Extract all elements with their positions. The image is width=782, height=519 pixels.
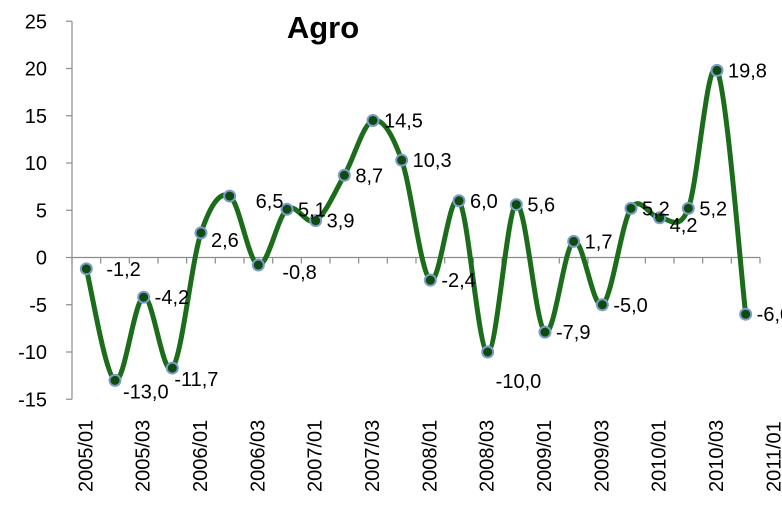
x-tick-label: 2005/03	[133, 420, 155, 492]
data-point	[595, 298, 609, 312]
data-point	[681, 201, 695, 215]
y-tick-label: -5	[29, 295, 47, 317]
data-label: 6,5	[256, 191, 284, 213]
data-label: -0,8	[282, 262, 316, 284]
data-label: -11,7	[174, 369, 218, 391]
y-tick-label: 25	[25, 11, 47, 33]
x-tick-label: 2009/01	[534, 420, 556, 492]
data-point	[366, 113, 380, 127]
data-point	[509, 198, 523, 212]
x-tick-label: 2005/01	[75, 420, 97, 492]
data-label: 8,7	[355, 165, 383, 187]
x-tick-label: 2010/01	[649, 420, 671, 492]
data-label: 14,5	[384, 110, 423, 132]
data-label: 19,8	[728, 60, 767, 82]
data-label: 6,0	[470, 191, 498, 213]
x-tick-label: 2011/01	[763, 421, 782, 492]
x-tick-label: 2007/03	[362, 420, 384, 492]
data-point	[137, 290, 151, 304]
data-point	[395, 153, 409, 167]
data-label: -2,4	[441, 270, 475, 292]
data-label: 5,2	[642, 198, 670, 220]
data-point	[108, 373, 122, 387]
data-label: 2,6	[211, 230, 239, 252]
data-point	[481, 345, 495, 359]
x-tick-label: 2010/03	[706, 420, 728, 492]
x-tick-label: 2009/03	[591, 420, 613, 492]
data-label: 4,2	[670, 215, 698, 237]
y-tick-label: 5	[36, 200, 47, 222]
x-tick-label: 2006/01	[190, 420, 212, 492]
y-tick-label: 10	[25, 153, 47, 175]
y-tick-label: -10	[18, 342, 47, 364]
series-layer	[79, 63, 753, 387]
data-point	[337, 168, 351, 182]
chart-title: Agro	[287, 10, 359, 45]
data-point	[423, 273, 437, 287]
data-point	[538, 325, 552, 339]
data-labels: -1,2 -13,0 -4,2 -11,7 2,6 6,5 -0,8 5,13,9 8,7 14,…	[106, 60, 782, 403]
data-label: -10,0	[496, 371, 542, 393]
data-label: 10,3	[413, 150, 452, 172]
data-point	[79, 262, 93, 276]
data-label: 1,7	[585, 231, 613, 253]
x-tick-label: 2006/03	[247, 420, 269, 492]
data-point	[251, 258, 265, 272]
data-point	[567, 234, 581, 248]
data-point	[739, 307, 753, 321]
data-point	[223, 189, 237, 203]
y-tick-label: 0	[36, 248, 47, 270]
data-point	[653, 211, 667, 225]
data-point	[710, 63, 724, 77]
data-point	[194, 226, 208, 240]
x-tick-label: 2008/01	[419, 420, 441, 492]
y-tick-label: 15	[25, 106, 47, 128]
data-label: -6,0	[757, 304, 782, 326]
data-label: -13,0	[123, 381, 169, 403]
x-tick-label: 2007/01	[305, 420, 327, 492]
data-label: 5,6	[527, 195, 555, 217]
data-label: -1,2	[106, 259, 140, 281]
data-point	[165, 361, 179, 375]
data-label: 3,9	[327, 211, 355, 233]
axes: -15 -10 -5 0 5 10 15 20 25 2005/01 2005/03 2006/01 2…	[18, 11, 782, 492]
data-point	[280, 202, 294, 216]
x-tick-label: 2008/03	[477, 420, 499, 492]
data-label: -4,2	[155, 287, 189, 309]
data-label: -5,0	[613, 295, 647, 317]
data-label: -7,9	[556, 322, 590, 344]
y-tick-label: -15	[18, 389, 47, 411]
data-label: 5,2	[699, 198, 727, 220]
y-tick-label: 20	[25, 59, 47, 81]
data-label: 5,1	[298, 199, 326, 221]
series-line	[83, 66, 749, 383]
data-point	[452, 194, 466, 208]
data-point	[309, 214, 323, 228]
data-point	[624, 201, 638, 215]
